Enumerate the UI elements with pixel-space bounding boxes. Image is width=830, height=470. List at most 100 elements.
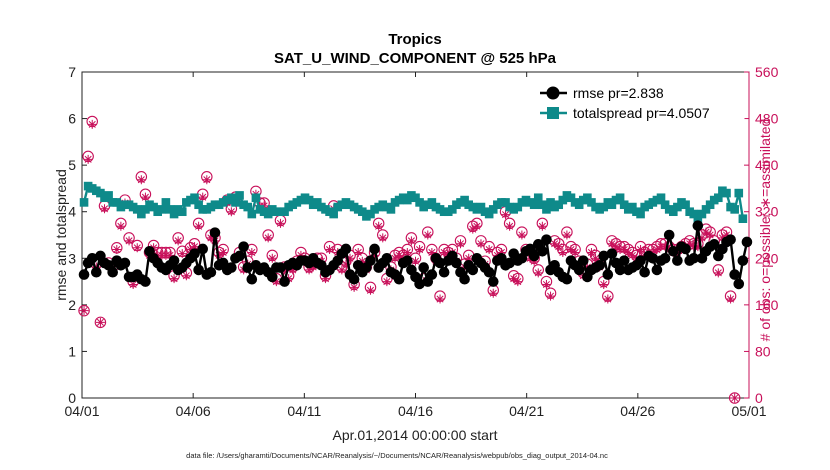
assimilated-obs-point	[337, 265, 347, 275]
totalspread-point	[104, 191, 113, 200]
rmse-point	[528, 250, 540, 262]
totalspread-point	[235, 191, 244, 200]
assimilated-obs-point	[488, 288, 498, 298]
assimilated-obs-point	[112, 245, 122, 255]
rmse-point	[663, 229, 675, 241]
totalspread-point	[165, 205, 175, 214]
assimilated-obs-point	[394, 250, 404, 260]
assimilated-obs-point	[591, 253, 601, 263]
x-tick-label: 04/06	[176, 403, 211, 419]
y-tick-label: 7	[68, 64, 76, 80]
totalspread-point	[730, 205, 739, 214]
rmse-point	[197, 243, 209, 255]
assimilated-obs-point	[423, 230, 433, 240]
assimilated-obs-point	[304, 265, 314, 275]
totalspread-point	[79, 198, 89, 207]
rmse-point	[451, 257, 462, 269]
totalspread-point	[558, 195, 568, 205]
rmse-point	[573, 264, 585, 276]
rmse-point	[647, 252, 659, 264]
assimilated-obs-point	[472, 221, 482, 231]
rmse-point	[487, 276, 499, 287]
rmse-point	[369, 243, 380, 255]
totalspread-point	[263, 209, 273, 219]
totalspread-point	[488, 205, 498, 214]
rmse-point	[189, 248, 200, 259]
totalspread-point	[280, 207, 289, 217]
assimilated-obs-point	[726, 294, 736, 304]
rmse-point	[91, 266, 102, 278]
rmse-point	[467, 264, 479, 276]
assimilated-obs-point	[124, 236, 134, 246]
totalspread-point	[149, 202, 158, 212]
possible-obs-point	[728, 392, 741, 404]
rmse-point	[504, 257, 515, 269]
totalspread-point	[366, 209, 375, 219]
totalspread-point	[415, 198, 424, 207]
totalspread-point	[427, 198, 437, 207]
rmse-point	[348, 273, 360, 285]
x-tick-label: 04/21	[509, 403, 544, 419]
assimilated-obs-point	[558, 247, 568, 257]
totalspread-point	[628, 202, 637, 212]
assimilated-obs-point	[517, 230, 527, 240]
assimilated-obs-point	[267, 253, 277, 263]
totalspread-point	[157, 205, 167, 214]
totalspread-point	[660, 200, 670, 210]
rmse-point	[561, 273, 573, 285]
totalspread-point	[673, 202, 682, 212]
rmse-point	[598, 250, 610, 262]
legend-box	[534, 77, 745, 128]
assimilated-obs-point	[685, 239, 695, 249]
totalspread-series	[79, 181, 748, 223]
totalspread-point	[636, 209, 645, 219]
rmse-point	[639, 266, 650, 278]
assimilated-obs-point	[554, 242, 564, 252]
assimilated-obs-point	[509, 274, 519, 284]
rmse-point	[741, 236, 753, 248]
totalspread-point	[190, 193, 199, 203]
assimilated-obs-point	[218, 247, 228, 257]
totalspread-point	[738, 214, 748, 223]
y-axis-label: rmse and totalspread	[53, 169, 69, 301]
totalspread-point	[587, 198, 596, 207]
totalspread-point	[243, 202, 253, 212]
totalspread-point	[701, 205, 711, 214]
totalspread-point	[533, 193, 543, 203]
rmse-point	[594, 259, 605, 271]
totalspread-point	[554, 200, 564, 210]
x-tick-label: 04/11	[287, 403, 321, 419]
rmse-point	[692, 220, 704, 231]
assimilated-obs-point	[496, 247, 506, 257]
assimilated-obs-point	[132, 243, 142, 253]
y2-tick-label: 480	[755, 111, 779, 127]
assimilated-obs-point	[214, 250, 224, 260]
legend-totalspread-marker	[547, 107, 559, 119]
assimilated-obs-point	[411, 256, 420, 266]
assimilated-obs-point	[464, 253, 474, 263]
rmse-point	[119, 257, 131, 269]
rmse-point	[279, 276, 290, 287]
assimilated-obs-point	[570, 247, 580, 257]
rmse-series	[78, 220, 753, 290]
rmse-point	[537, 246, 548, 257]
assimilated-obs-point	[546, 291, 556, 301]
assimilated-obs-point	[541, 279, 551, 289]
assimilated-obs-point	[349, 282, 359, 292]
y-tick-label: 5	[68, 157, 76, 173]
totalspread-point	[460, 195, 469, 205]
chart-title: Tropics	[388, 31, 441, 48]
assimilated-obs-point	[345, 253, 355, 263]
assimilated-obs-point	[406, 236, 416, 246]
assimilated-obs-point	[721, 230, 731, 240]
totalspread-point	[476, 202, 486, 212]
assimilated-obs-point	[705, 230, 715, 240]
assimilated-obs-point	[513, 277, 523, 287]
totalspread-point	[538, 200, 547, 210]
assimilated-obs-point	[206, 233, 216, 243]
assimilated-obs-point	[562, 230, 572, 240]
totalspread-point	[566, 193, 576, 203]
assimilated-obs-point	[599, 279, 609, 289]
y-axis-left: 0 1 2 3 4 5 6 7	[68, 64, 87, 406]
assimilated-obs-point	[439, 247, 449, 257]
